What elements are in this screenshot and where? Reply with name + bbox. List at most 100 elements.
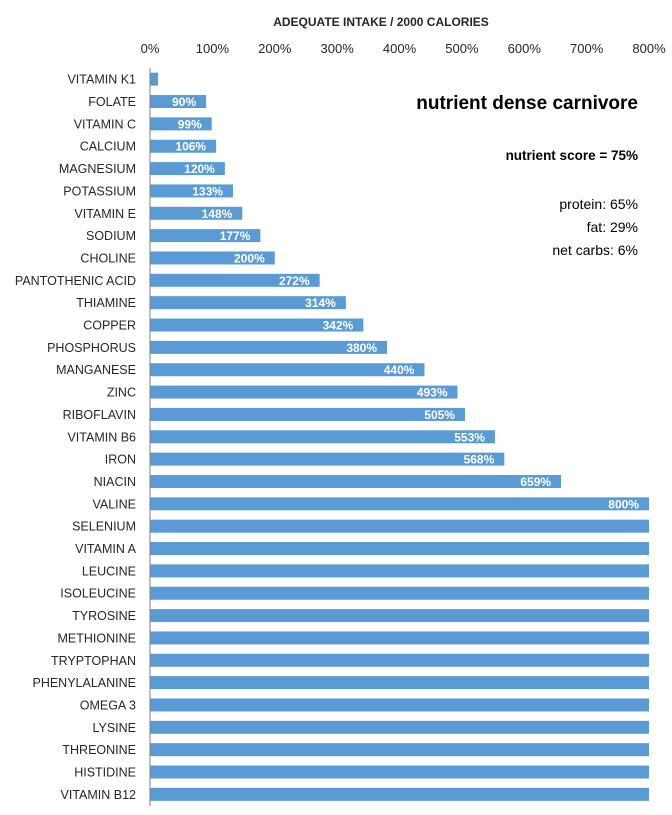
category-label: NIACIN [94, 475, 136, 489]
category-label: VITAMIN A [75, 542, 137, 556]
bar [150, 631, 649, 645]
category-labels: VITAMIN K1 FOLATE VITAMIN C CALCIUM MAGNESIU… [15, 73, 137, 802]
bar [150, 72, 159, 86]
chart-title: ADEQUATE INTAKE / 2000 CALORIES [273, 15, 489, 29]
data-label: 553% [454, 430, 485, 444]
bar [150, 229, 261, 243]
data-label: 800% [608, 497, 639, 511]
category-label: VITAMIN B12 [61, 788, 137, 802]
annotation-nutrient-score: nutrient score = 75% [505, 148, 638, 163]
category-label: ISOLEUCINE [60, 587, 136, 601]
data-label: 90% [172, 95, 196, 109]
category-label: PANTOTHENIC ACID [15, 274, 136, 288]
data-labels: 90% 99% 106% 120% 133% 148% 177% 200% 272% 314% 34… [172, 95, 639, 511]
bar [150, 385, 458, 399]
data-label: 440% [384, 363, 415, 377]
x-tick-labels: 0% 100% 200% 300% 400% 500% 600% 700% 800% [141, 41, 666, 56]
bar [150, 117, 212, 131]
category-label: VITAMIN K1 [67, 73, 136, 87]
data-label: 148% [202, 207, 233, 221]
data-label: 106% [175, 140, 206, 154]
bar [150, 318, 364, 332]
data-label: 342% [323, 319, 354, 333]
bar [150, 698, 649, 712]
bar [150, 474, 562, 488]
category-label: OMEGA 3 [80, 698, 136, 712]
data-label: 659% [520, 475, 551, 489]
category-label: VALINE [92, 497, 136, 511]
data-label: 314% [305, 296, 336, 310]
bar [150, 676, 649, 690]
x-tick-label: 800% [632, 41, 666, 56]
annotation-heading: nutrient dense carnivore [416, 93, 638, 114]
category-label: THIAMINE [76, 296, 136, 310]
x-tick-label: 700% [570, 41, 604, 56]
data-label: 493% [417, 386, 448, 400]
category-label: TYROSINE [72, 609, 136, 623]
x-tick-label: 200% [258, 41, 292, 56]
bar [150, 519, 649, 533]
category-label: COPPER [83, 319, 136, 333]
category-label: SELENIUM [72, 520, 136, 534]
category-label: LEUCINE [82, 564, 136, 578]
bar [150, 765, 649, 779]
x-tick-label: 600% [508, 41, 542, 56]
bar [150, 497, 649, 511]
x-tick-label: 300% [321, 41, 355, 56]
data-label: 568% [464, 453, 495, 467]
bar [150, 162, 225, 176]
category-label: LYSINE [92, 721, 136, 735]
x-tick-label: 400% [383, 41, 417, 56]
data-label: 505% [424, 408, 455, 422]
bar [150, 743, 649, 757]
x-tick-label: 0% [141, 41, 160, 56]
bar [150, 363, 425, 377]
category-label: SODIUM [86, 229, 136, 243]
bar [150, 787, 649, 801]
bar [150, 95, 207, 109]
annotation-net-carbs: net carbs: 6% [552, 242, 638, 258]
data-label: 133% [192, 184, 223, 198]
category-label: VITAMIN E [74, 207, 136, 221]
data-label: 177% [220, 229, 251, 243]
bar [150, 184, 233, 198]
category-label: CHOLINE [80, 251, 136, 265]
category-label: MAGNESIUM [59, 162, 136, 176]
bar [150, 407, 465, 421]
bar [150, 720, 649, 734]
annotation-fat: fat: 29% [586, 219, 638, 235]
data-label: 99% [178, 117, 202, 131]
category-label: CALCIUM [80, 140, 136, 154]
category-label: TRYPTOPHAN [51, 654, 136, 668]
category-label: PHOSPHORUS [47, 341, 136, 355]
bar [150, 653, 649, 667]
data-label: 200% [234, 251, 265, 265]
data-label: 380% [346, 341, 377, 355]
category-label: FOLATE [88, 95, 136, 109]
bar [150, 139, 217, 153]
category-label: IRON [105, 453, 136, 467]
bar [150, 206, 243, 220]
x-tick-label: 500% [445, 41, 479, 56]
category-label: MANGANESE [56, 363, 136, 377]
data-label: 120% [184, 162, 215, 176]
bar [150, 586, 649, 600]
bar [150, 430, 495, 444]
x-tick-label: 100% [196, 41, 230, 56]
category-label: METHIONINE [58, 631, 136, 645]
bar [150, 251, 275, 265]
bar [150, 340, 388, 354]
bar [150, 296, 346, 310]
bar [150, 564, 649, 578]
annotation-protein: protein: 65% [559, 196, 638, 212]
category-label: ZINC [107, 386, 136, 400]
data-label: 272% [279, 274, 310, 288]
category-label: HISTIDINE [74, 766, 136, 780]
bar [150, 609, 649, 623]
bar [150, 452, 505, 466]
category-label: PHENYLALANINE [32, 676, 136, 690]
category-label: VITAMIN B6 [67, 430, 136, 444]
bar [150, 542, 649, 556]
category-label: RIBOFLAVIN [63, 408, 136, 422]
